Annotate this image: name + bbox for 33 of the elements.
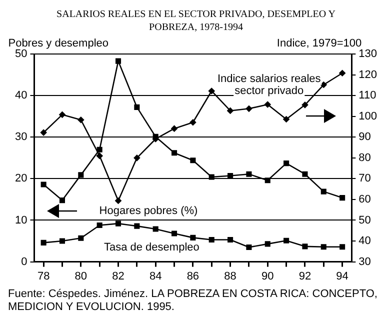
x-tick-label: 86	[186, 270, 200, 282]
x-tick-label: 80	[74, 270, 88, 282]
y2-tick-label: 90	[358, 131, 371, 144]
y2-tick-label: 70	[358, 172, 371, 185]
y2-axis-title: Indice, 1979=100	[276, 38, 362, 50]
y-tick-label: 30	[14, 131, 28, 144]
y2-tick-label: 130	[358, 48, 378, 60]
y2-tick-label: 60	[358, 193, 371, 206]
x-tick-label: 84	[149, 270, 162, 282]
x-tick-label: 94	[336, 270, 348, 282]
x-tick-label: 92	[298, 270, 312, 282]
x-tick-label: 82	[112, 270, 124, 282]
chart-title: SALARIOS REALES EN EL SECTOR PRIVADO, DESEMPLEO Y POBREZA, 1978-1994	[56, 8, 336, 34]
y-tick-label: 20	[14, 172, 28, 185]
x-tick-label: 88	[224, 270, 236, 282]
y-tick-label: 10	[14, 214, 28, 226]
legend-label: Hogares pobres (%)	[99, 204, 198, 217]
series-label: Indice salarios reales sector privado	[217, 72, 322, 97]
y-tick-label: 40	[14, 90, 28, 102]
x-tick-label: 78	[37, 270, 50, 282]
y-tick-label: 50	[14, 48, 28, 60]
y2-tick-label: 50	[358, 214, 371, 226]
y2-tick-label: 120	[358, 68, 378, 81]
x-tick-label: 90	[262, 270, 274, 282]
source-note: Fuente: Céspedes. Jiménez. LA POBREZA EN COSTA RICA: CONCEPTO, MEDICION Y EVOLUCION. 1995.	[8, 288, 378, 314]
y2-tick-label: 30	[358, 256, 371, 268]
y2-tick-label: 40	[358, 235, 371, 248]
y2-tick-label: 110	[358, 90, 376, 102]
y-tick-label: 0	[21, 256, 28, 268]
y2-tick-label: 80	[358, 152, 371, 164]
y-axis-title: Pobres y desempleo	[8, 38, 109, 50]
series-label: Tasa de desempleo	[104, 241, 200, 254]
y2-tick-label: 100	[358, 110, 378, 122]
